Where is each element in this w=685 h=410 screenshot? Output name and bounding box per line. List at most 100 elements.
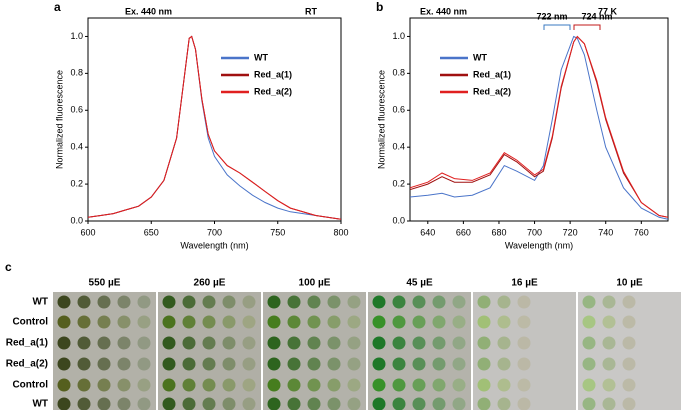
colony-spot (97, 378, 111, 392)
colony-spot (327, 357, 341, 371)
y-axis-label: Normalized fluorescence (376, 70, 386, 169)
x-tick-label: 720 (563, 227, 578, 237)
line-series (410, 35, 668, 218)
annotation: Ex. 440 nm (125, 6, 172, 16)
colony-spot (497, 357, 511, 371)
colony-spot (452, 315, 466, 329)
colony-spot (162, 357, 176, 371)
colony-spot (432, 397, 446, 410)
legend-label: Red_a(2) (473, 86, 511, 96)
colony-spot (57, 295, 71, 309)
colony-spot (307, 315, 321, 329)
colony-spot (117, 357, 131, 371)
colony-spot (182, 357, 196, 371)
colony-spot (582, 295, 596, 309)
colony-spot (222, 378, 236, 392)
x-axis-label: Wavelength (nm) (180, 240, 248, 250)
colony-spot (162, 336, 176, 350)
colony-spot (57, 378, 71, 392)
colony-spot (477, 378, 491, 392)
line-series (88, 35, 341, 220)
colony-spot (77, 295, 91, 309)
colony-spot (412, 295, 426, 309)
colony-spot (497, 315, 511, 329)
colony-spot (182, 295, 196, 309)
colony-spot (452, 295, 466, 309)
colony-spot (602, 295, 616, 309)
colony-spot (137, 357, 151, 371)
plot-frame (87, 17, 342, 222)
y-tick-label: 0.8 (70, 68, 83, 78)
legend-label: WT (254, 52, 268, 62)
colony-spot (327, 397, 341, 410)
colony-spot (137, 295, 151, 309)
y-tick-label: 0.0 (70, 215, 83, 225)
colony-spot (137, 397, 151, 410)
colony-spot (182, 397, 196, 410)
colony-spot (267, 357, 281, 371)
colony-spot (477, 295, 491, 309)
colony-spot (287, 397, 301, 410)
annotation: 77 K (598, 6, 618, 16)
colony-spot (432, 336, 446, 350)
colony-spot (452, 336, 466, 350)
panel-label: b (376, 0, 383, 14)
colony-spot (517, 336, 531, 350)
row-label: WT (32, 399, 48, 410)
y-tick-label: 0.6 (70, 105, 83, 115)
x-tick-label: 760 (634, 227, 649, 237)
colony-spot (287, 315, 301, 329)
colony-spot (372, 295, 386, 309)
colony-spot (77, 315, 91, 329)
colony-spot (307, 378, 321, 392)
bracket (573, 24, 601, 30)
colony-spot (622, 357, 636, 371)
colony-spot (267, 295, 281, 309)
x-tick-label: 800 (333, 227, 348, 237)
colony-spot (392, 336, 406, 350)
colony-spot (412, 357, 426, 371)
colony-spot (267, 378, 281, 392)
legend-label: Red_a(2) (254, 86, 292, 96)
colony-spot (432, 357, 446, 371)
colony-spot (412, 315, 426, 329)
photo (368, 292, 471, 410)
colony-spot (582, 315, 596, 329)
x-tick-label: 740 (598, 227, 613, 237)
photo (473, 292, 576, 410)
colony-spot (582, 357, 596, 371)
colony-spot (307, 357, 321, 371)
colony-spot (222, 315, 236, 329)
colony-spot (372, 336, 386, 350)
colony-spot (497, 378, 511, 392)
colony-spot (452, 357, 466, 371)
colony-spot (57, 357, 71, 371)
colony-spot (372, 397, 386, 410)
colony-spot (162, 315, 176, 329)
colony-spot (137, 336, 151, 350)
line-series (410, 35, 668, 218)
line-series (410, 35, 668, 220)
y-tick-label: 0.0 (392, 215, 405, 225)
photo (53, 292, 156, 410)
colony-spot (327, 295, 341, 309)
column-label: 16 µE (511, 278, 538, 289)
colony-spot (517, 357, 531, 371)
colony-spot (432, 295, 446, 309)
colony-spot (242, 315, 256, 329)
colony-spot (97, 295, 111, 309)
row-label: WT (32, 297, 48, 308)
y-tick-label: 0.4 (70, 142, 83, 152)
colony-spot (307, 397, 321, 410)
colony-spot (287, 336, 301, 350)
colony-spot (347, 378, 361, 392)
y-tick-label: 0.6 (392, 105, 405, 115)
colony-spot (162, 378, 176, 392)
colony-spot (392, 378, 406, 392)
colony-spot (287, 357, 301, 371)
colony-spot (117, 336, 131, 350)
colony-spot (162, 295, 176, 309)
colony-spot (622, 295, 636, 309)
colony-spot (287, 295, 301, 309)
